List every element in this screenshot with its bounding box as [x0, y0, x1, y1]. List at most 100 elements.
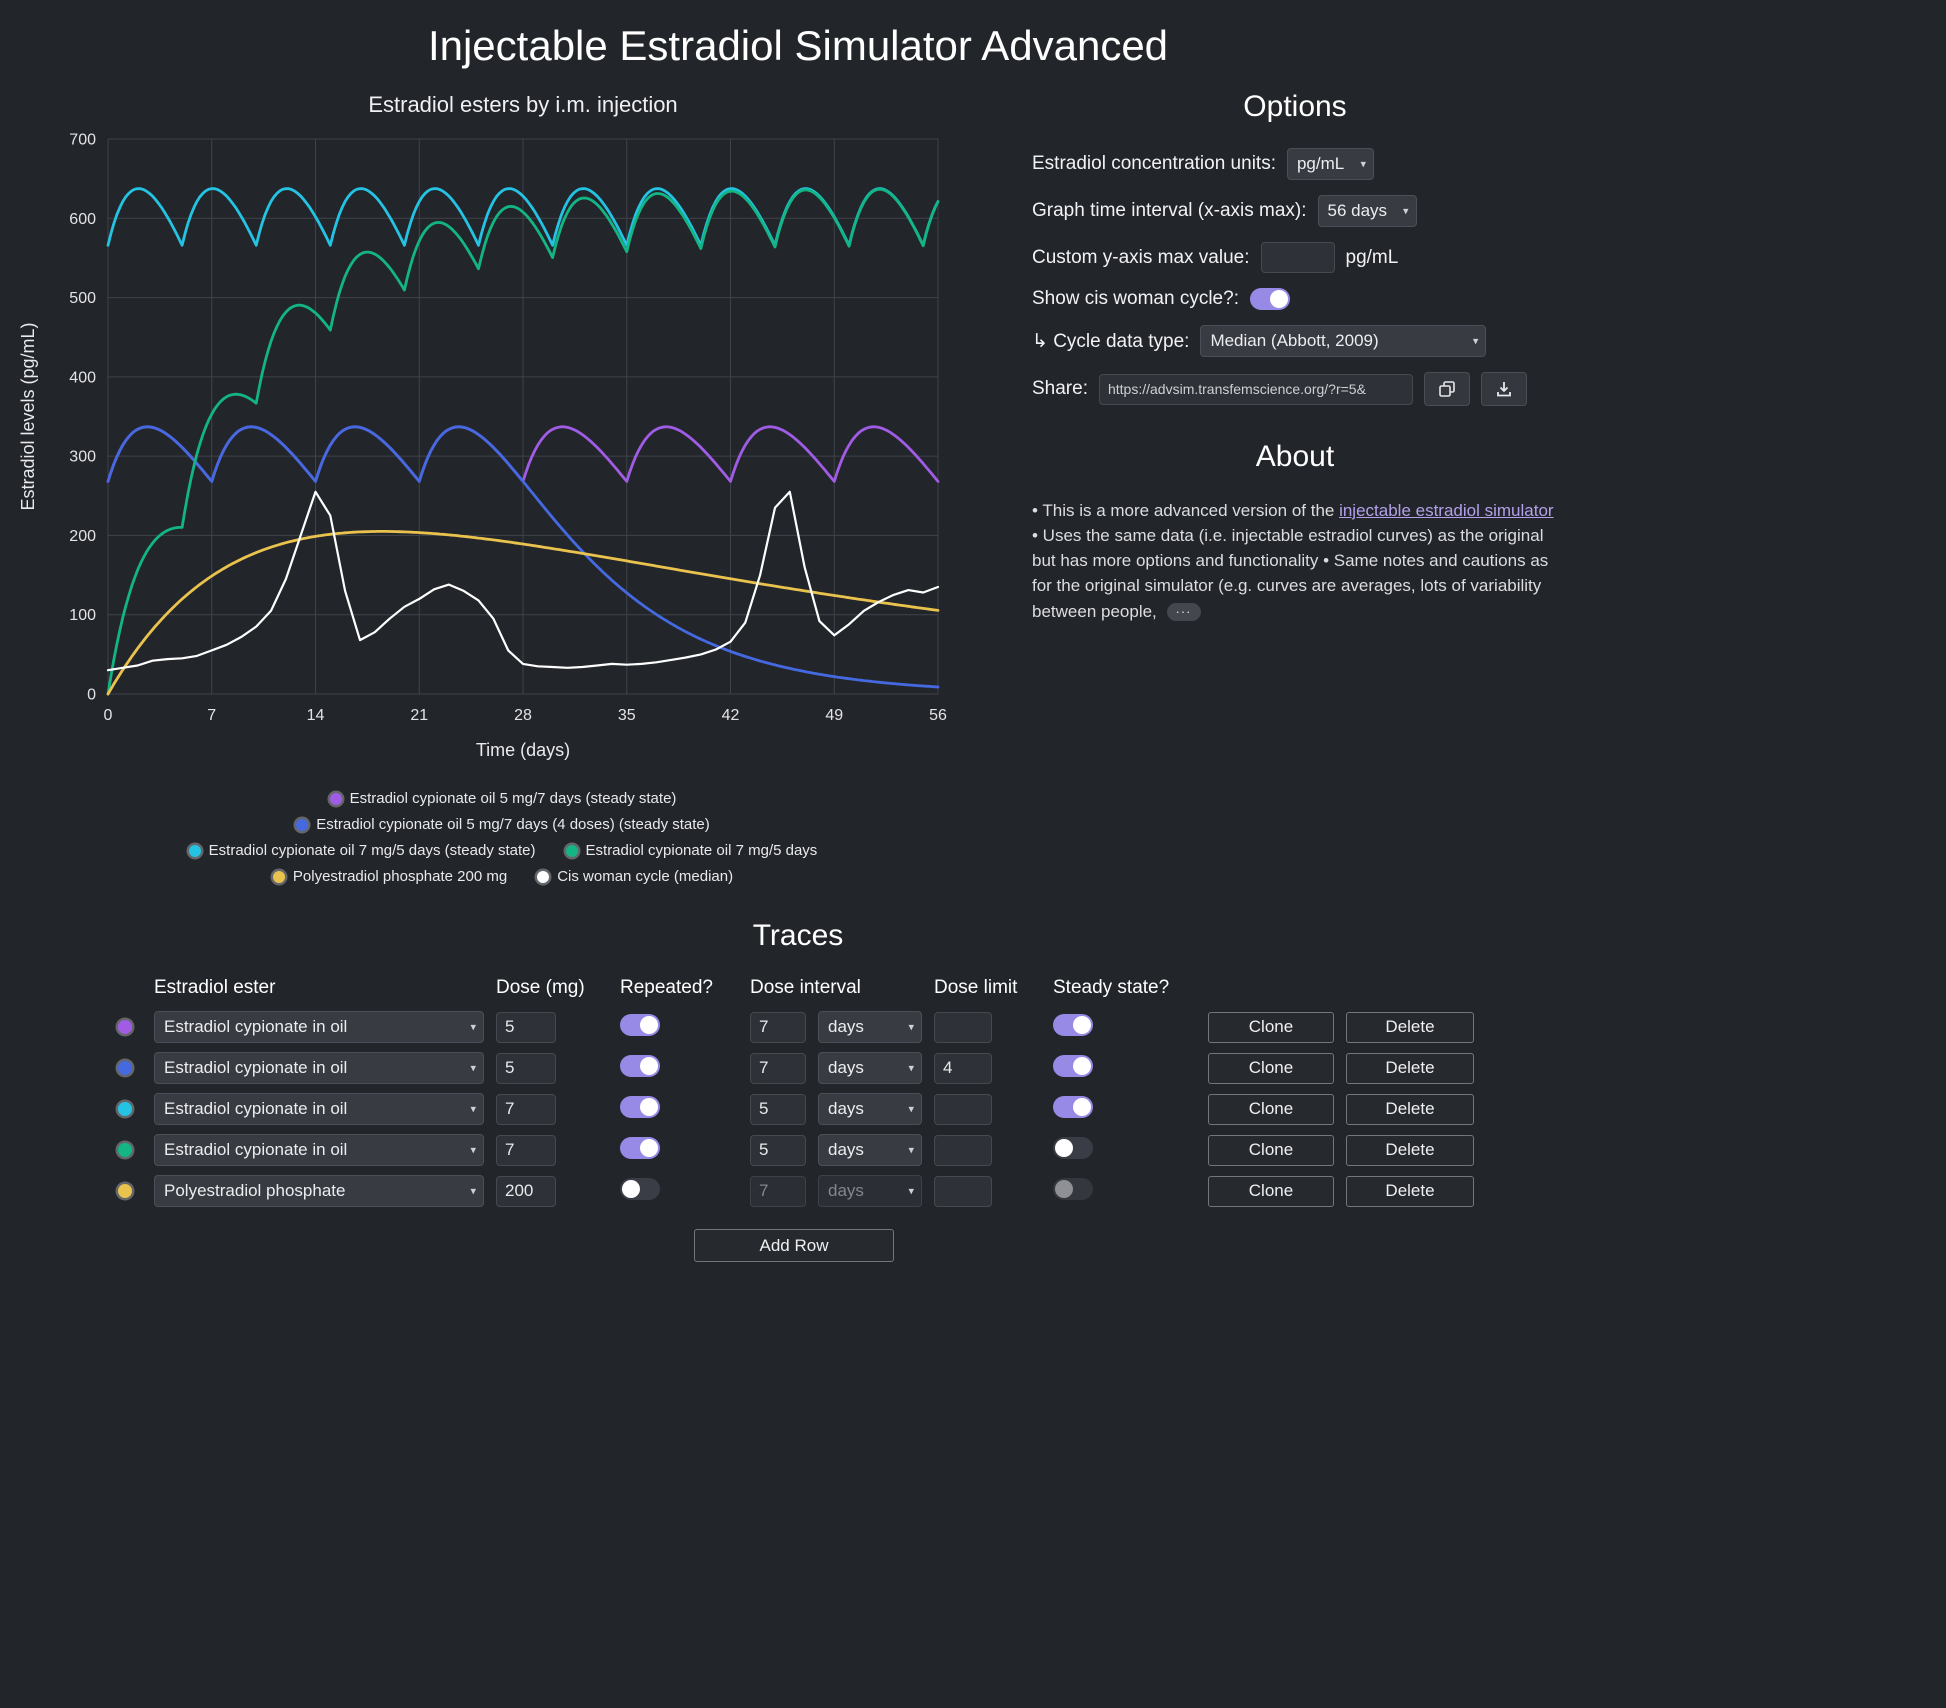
- delete-button[interactable]: Delete: [1346, 1052, 1474, 1084]
- traces-header-row: Estradiol ester Dose (mg) Repeated? Dose…: [114, 977, 1474, 999]
- steady-state-toggle[interactable]: [1053, 1095, 1093, 1118]
- trace-row: Estradiol cypionate in oil ▾ days ▾ Clon…: [114, 1134, 1474, 1166]
- show-cycle-toggle[interactable]: [1249, 288, 1290, 310]
- dose-limit-input[interactable]: [934, 1011, 992, 1043]
- expand-about-button[interactable]: ···: [1166, 603, 1201, 622]
- cycle-type-label: ↳ Cycle data type:: [1032, 330, 1190, 352]
- interval-unit-select[interactable]: days: [818, 1052, 922, 1084]
- svg-text:Estradiol levels (pg/mL): Estradiol levels (pg/mL): [18, 322, 38, 510]
- chart-section: 0 7 14 21 28 35 42 49 56 0 100 200 300 400 500 600 700 Es…: [8, 84, 1008, 885]
- clone-button[interactable]: Clone: [1208, 1093, 1334, 1125]
- steady-state-toggle[interactable]: [1053, 1054, 1093, 1077]
- units-select[interactable]: pg/mL: [1286, 148, 1374, 180]
- about-heading: About: [1255, 440, 1335, 473]
- svg-text:700: 700: [69, 132, 96, 149]
- clone-button[interactable]: Clone: [1208, 1011, 1334, 1043]
- time-interval-select[interactable]: 56 days: [1317, 195, 1417, 227]
- cycle-type-select[interactable]: Median (Abbott, 2009): [1200, 325, 1487, 357]
- traces-section: Traces Estradiol ester Dose (mg) Repeate…: [8, 919, 1588, 1262]
- dose-input[interactable]: [496, 1093, 556, 1125]
- legend-label: Estradiol cypionate oil 7 mg/5 days (ste…: [208, 842, 536, 859]
- legend-item[interactable]: Polyestradiol phosphate 200 mg: [272, 868, 507, 885]
- interval-input[interactable]: [750, 1093, 806, 1125]
- dose-input[interactable]: [496, 1052, 556, 1084]
- clone-button[interactable]: Clone: [1208, 1052, 1334, 1084]
- delete-button[interactable]: Delete: [1346, 1093, 1474, 1125]
- interval-input[interactable]: [750, 1134, 806, 1166]
- clone-button[interactable]: Clone: [1208, 1175, 1334, 1207]
- time-interval-label: Graph time interval (x-axis max):: [1032, 200, 1307, 221]
- trace-color-dot: [118, 1102, 132, 1116]
- legend-marker: [329, 792, 342, 805]
- steady-state-toggle[interactable]: [1053, 1013, 1093, 1036]
- interval-input[interactable]: [750, 1011, 806, 1043]
- ymax-input[interactable]: [1260, 242, 1335, 273]
- ester-select[interactable]: Estradiol cypionate in oil: [154, 1093, 484, 1125]
- trace-row: Estradiol cypionate in oil ▾ days ▾ Clon…: [114, 1093, 1474, 1125]
- clone-button[interactable]: Clone: [1208, 1134, 1334, 1166]
- add-row-button[interactable]: Add Row: [694, 1229, 894, 1262]
- legend-marker: [296, 818, 309, 831]
- interval-unit-select[interactable]: days: [818, 1134, 922, 1166]
- legend-item[interactable]: Cis woman cycle (median): [537, 868, 733, 885]
- repeated-toggle[interactable]: [620, 1013, 660, 1036]
- svg-text:Time (days): Time (days): [476, 740, 570, 760]
- trace-color-dot: [118, 1020, 132, 1034]
- dose-input[interactable]: [496, 1134, 556, 1166]
- steady-state-toggle[interactable]: [1053, 1177, 1093, 1200]
- interval-unit-select[interactable]: days: [818, 1175, 922, 1207]
- ester-select[interactable]: Estradiol cypionate in oil: [154, 1134, 484, 1166]
- legend-marker: [272, 870, 285, 883]
- trace-color-dot: [118, 1061, 132, 1075]
- repeated-toggle[interactable]: [620, 1136, 660, 1159]
- interval-unit-select[interactable]: days: [818, 1011, 922, 1043]
- svg-text:14: 14: [307, 707, 325, 724]
- dose-limit-input[interactable]: [934, 1134, 992, 1166]
- interval-input[interactable]: [750, 1052, 806, 1084]
- ymax-unit-label: pg/mL: [1345, 246, 1399, 268]
- legend-item[interactable]: Estradiol cypionate oil 7 mg/5 days (ste…: [188, 842, 536, 859]
- dose-input[interactable]: [496, 1011, 556, 1043]
- repeated-toggle[interactable]: [620, 1054, 660, 1077]
- ester-select[interactable]: Estradiol cypionate in oil: [154, 1011, 484, 1043]
- dose-limit-input[interactable]: [934, 1093, 992, 1125]
- ester-select[interactable]: Polyestradiol phosphate: [154, 1175, 484, 1207]
- download-share-button[interactable]: [1480, 372, 1527, 406]
- col-header-repeated: Repeated?: [620, 977, 713, 998]
- legend-item[interactable]: Estradiol cypionate oil 5 mg/7 days (ste…: [329, 790, 676, 807]
- col-header-dose: Dose (mg): [496, 977, 585, 998]
- interval-unit-select[interactable]: days: [818, 1093, 922, 1125]
- toggle-knob: [640, 1138, 658, 1157]
- toggle-knob: [640, 1056, 658, 1075]
- svg-text:200: 200: [69, 528, 96, 545]
- repeated-toggle[interactable]: [620, 1177, 660, 1200]
- svg-text:Estradiol esters by i.m. injec: Estradiol esters by i.m. injection: [368, 92, 677, 117]
- svg-text:7: 7: [207, 707, 216, 724]
- units-label: Estradiol concentration units:: [1032, 153, 1276, 174]
- show-cycle-row: Show cis woman cycle?:: [1032, 288, 1558, 310]
- dose-input[interactable]: [496, 1175, 556, 1207]
- legend-item[interactable]: Estradiol cypionate oil 7 mg/5 days: [565, 842, 817, 859]
- repeated-toggle[interactable]: [620, 1095, 660, 1118]
- trace-row: Polyestradiol phosphate ▾ days ▾ Clone D…: [114, 1175, 1474, 1207]
- top-section: 0 7 14 21 28 35 42 49 56 0 100 200 300 400 500 600 700 Es…: [8, 84, 1588, 885]
- col-header-limit: Dose limit: [934, 977, 1018, 998]
- delete-button[interactable]: Delete: [1346, 1175, 1474, 1207]
- share-url-input[interactable]: [1098, 373, 1413, 405]
- steady-state-toggle[interactable]: [1053, 1136, 1093, 1159]
- share-row: Share:: [1032, 372, 1558, 406]
- traces-rows: Estradiol cypionate in oil ▾ days ▾ Clon…: [114, 1011, 1474, 1207]
- dose-limit-input[interactable]: [934, 1052, 992, 1084]
- toggle-knob: [640, 1097, 658, 1116]
- ester-select[interactable]: Estradiol cypionate in oil: [154, 1052, 484, 1084]
- svg-text:21: 21: [410, 707, 428, 724]
- delete-button[interactable]: Delete: [1346, 1011, 1474, 1043]
- chart-svg[interactable]: 0 7 14 21 28 35 42 49 56 0 100 200 300 400 500 600 700 Es…: [8, 84, 998, 774]
- copy-share-button[interactable]: [1423, 372, 1470, 406]
- dose-limit-input[interactable]: [934, 1175, 992, 1207]
- delete-button[interactable]: Delete: [1346, 1134, 1474, 1166]
- legend-marker: [565, 844, 578, 857]
- legend-item[interactable]: Estradiol cypionate oil 5 mg/7 days (4 d…: [296, 816, 710, 833]
- injectable-simulator-link[interactable]: injectable estradiol simulator: [1339, 501, 1554, 520]
- interval-input[interactable]: [750, 1175, 806, 1207]
